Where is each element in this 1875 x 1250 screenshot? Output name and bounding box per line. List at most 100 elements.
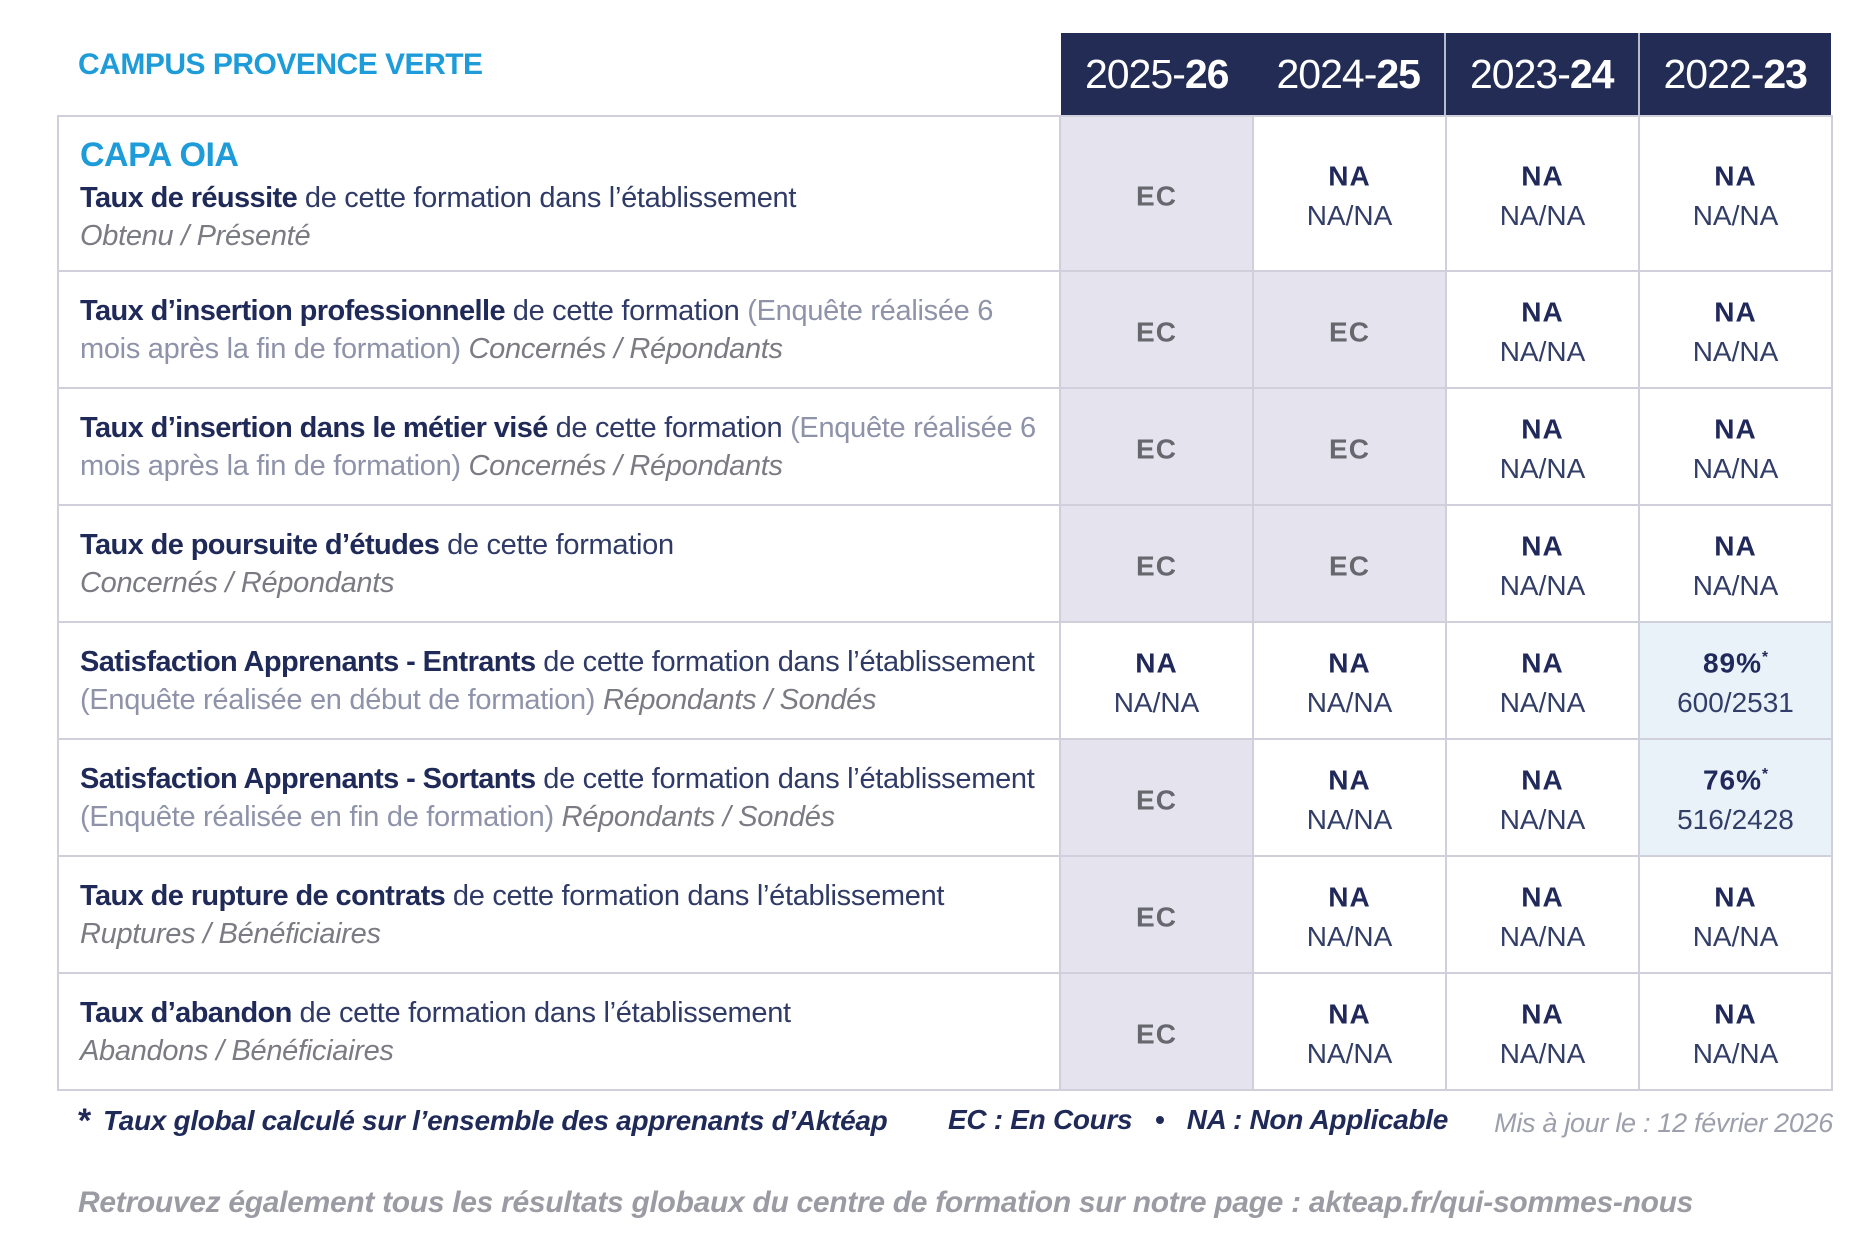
year-column-2023-24: 2023- 24: [1444, 33, 1638, 115]
metric-desc: de cette formation dans l’établissement: [535, 762, 1035, 795]
cell-value-text: NA: [1521, 881, 1564, 913]
cell-value: 76%*: [1703, 757, 1768, 798]
value-cell: EC: [1254, 272, 1445, 387]
cell-value: NA: [1521, 523, 1563, 564]
cell-ratio: 600/2531: [1677, 687, 1794, 719]
metric-desc: de cette formation: [547, 411, 791, 444]
cell-value-text: EC: [1136, 550, 1177, 582]
cell-value-text: EC: [1329, 316, 1370, 348]
cell-value-text: NA: [1714, 413, 1757, 445]
metric-paren: (Enquête réalisée 6 mois après la fin de…: [80, 294, 994, 365]
cell-value: NA: [1328, 757, 1370, 798]
cell-ratio: NA/NA: [1306, 1038, 1393, 1070]
cell-value: EC: [1329, 543, 1370, 584]
cell-value-text: NA: [1521, 160, 1564, 192]
cell-value: EC: [1136, 309, 1177, 350]
cell-value: EC: [1136, 173, 1177, 214]
cell-ratio: NA/NA: [1499, 200, 1586, 232]
metric-sublabel: Ruptures / Bénéficiaires: [80, 917, 381, 950]
cell-ratio: NA/NA: [1306, 921, 1393, 953]
value-cell: EC: [1254, 389, 1445, 504]
cell-value: NA: [1328, 991, 1370, 1032]
cell-ratio: NA/NA: [1692, 453, 1779, 485]
metric-row-taux-de-reussite: CAPA OIA Taux de réussite de cette forma…: [59, 117, 1059, 270]
year-column-2025-26: 2025- 26: [1061, 33, 1253, 115]
value-cell: NA NA/NA: [1447, 506, 1638, 621]
cell-value-text: EC: [1329, 550, 1370, 582]
cell-ratio: NA/NA: [1692, 921, 1779, 953]
cell-ratio: NA/NA: [1499, 336, 1586, 368]
cell-value: NA: [1328, 153, 1370, 194]
cell-value-text: EC: [1136, 1018, 1177, 1050]
value-cell: NA NA/NA: [1447, 740, 1638, 855]
value-cell: NA NA/NA: [1640, 117, 1831, 270]
metric-desc: de cette formation dans l’établissement: [445, 879, 945, 912]
cell-value-text: NA: [1521, 530, 1564, 562]
cell-value-text: NA: [1714, 296, 1757, 328]
metric-title: Taux d’insertion professionnelle: [80, 294, 506, 327]
asterisk: *: [1762, 648, 1769, 666]
metric-text: Satisfaction Apprenants - Sortants de ce…: [80, 760, 1039, 836]
metric-title: Satisfaction Apprenants - Entrants: [80, 645, 536, 678]
metric-desc: de cette formation: [439, 528, 674, 561]
cell-value-text: NA: [1328, 647, 1371, 679]
footer-note: Retrouvez également tous les résultats g…: [78, 1186, 1694, 1219]
cell-ratio: NA/NA: [1692, 336, 1779, 368]
metric-title: Taux de poursuite d’études: [80, 528, 440, 561]
cell-ratio: NA/NA: [1499, 570, 1586, 602]
value-cell: NA NA/NA: [1061, 623, 1252, 738]
value-cell: NA NA/NA: [1254, 740, 1445, 855]
value-cell: NA NA/NA: [1447, 389, 1638, 504]
cell-ratio: NA/NA: [1499, 453, 1586, 485]
cell-ratio: NA/NA: [1306, 687, 1393, 719]
cell-value: NA: [1714, 991, 1756, 1032]
value-cell: NA NA/NA: [1447, 974, 1638, 1089]
metric-text: Taux de réussite de cette formation dans…: [80, 179, 1039, 255]
cell-value-text: NA: [1714, 998, 1757, 1030]
cell-value: NA: [1521, 640, 1563, 681]
cell-value: EC: [1136, 777, 1177, 818]
cell-ratio: NA/NA: [1692, 200, 1779, 232]
metric-text: Taux d’insertion dans le métier visé de …: [80, 409, 1039, 485]
cell-value-text: EC: [1329, 433, 1370, 465]
cell-ratio: 516/2428: [1677, 804, 1794, 836]
metric-text: Taux de rupture de contrats de cette for…: [80, 877, 1039, 953]
cell-ratio: NA/NA: [1499, 1038, 1586, 1070]
cell-ratio: NA/NA: [1499, 687, 1586, 719]
metric-title: Taux de rupture de contrats: [80, 879, 446, 912]
cell-value: NA: [1521, 874, 1563, 915]
updated-date: Mis à jour le : 12 février 2026: [1494, 1108, 1833, 1138]
indicators-table: CAPA OIA Taux de réussite de cette forma…: [57, 115, 1833, 1091]
cell-ratio: NA/NA: [1499, 921, 1586, 953]
cell-value-text: NA: [1521, 647, 1564, 679]
metric-sublabel: Répondants / Sondés: [561, 800, 836, 833]
cell-value: NA: [1521, 406, 1563, 447]
cell-value-text: NA: [1328, 998, 1371, 1030]
cell-value-text: EC: [1136, 433, 1177, 465]
cell-value-text: EC: [1136, 316, 1177, 348]
metric-text: Taux d’insertion professionnelle de cett…: [80, 292, 1039, 368]
year-suffix: 26: [1184, 50, 1230, 97]
value-cell: NA NA/NA: [1447, 272, 1638, 387]
cell-value: NA: [1521, 991, 1563, 1032]
metric-text: Taux de poursuite d’études de cette form…: [80, 526, 1039, 602]
cell-value: NA: [1714, 153, 1756, 194]
cell-value-text: 76%: [1702, 764, 1763, 796]
metric-sublabel: Abandons / Bénéficiaires: [80, 1034, 394, 1067]
cell-ratio: NA/NA: [1692, 1038, 1779, 1070]
metric-title: Satisfaction Apprenants - Sortants: [80, 762, 536, 795]
value-cell: NA NA/NA: [1640, 389, 1831, 504]
metric-desc: de cette formation dans l’établissement: [297, 181, 797, 214]
cell-value: EC: [1329, 426, 1370, 467]
year-prefix: 2024-: [1276, 50, 1378, 97]
value-cell: NA NA/NA: [1254, 117, 1445, 270]
year-suffix: 25: [1376, 50, 1421, 97]
cell-value: NA: [1714, 289, 1756, 330]
value-cell: NA NA/NA: [1254, 623, 1445, 738]
metric-sublabel: Obtenu / Présenté: [80, 219, 311, 252]
metric-sublabel: Concernés / Répondants: [468, 449, 784, 482]
cell-value-text: NA: [1714, 160, 1757, 192]
value-cell: 76%* 516/2428: [1640, 740, 1831, 855]
metric-paren: (Enquête réalisée en début de formation): [80, 683, 603, 716]
